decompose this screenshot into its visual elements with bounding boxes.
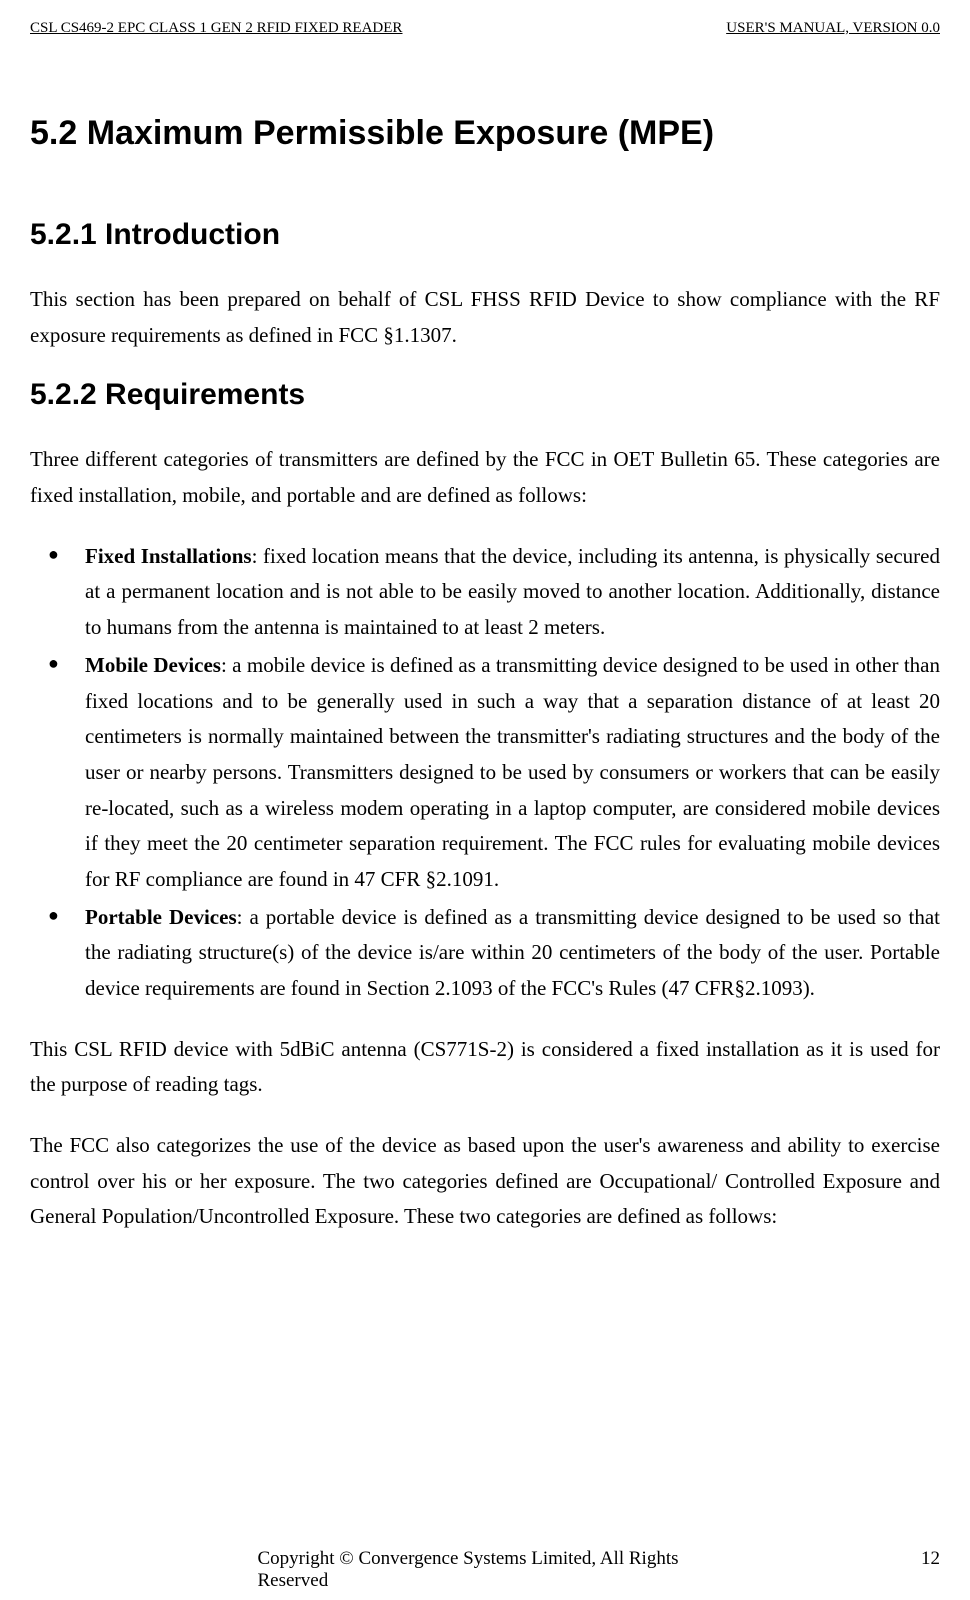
list-item: Fixed Installations: fixed location mean…: [30, 539, 940, 646]
list-item: Portable Devices: a portable device is d…: [30, 900, 940, 1007]
list-item-label: Fixed Installations: [85, 544, 252, 568]
category-list: Fixed Installations: fixed location mean…: [30, 539, 940, 1007]
list-item: Mobile Devices: a mobile device is defin…: [30, 648, 940, 898]
fcc-categories-paragraph: The FCC also categorizes the use of the …: [30, 1128, 940, 1235]
list-item-text: : a mobile device is defined as a transm…: [85, 653, 940, 891]
page-footer: Copyright © Convergence Systems Limited,…: [30, 1548, 940, 1570]
header-right-text: USER'S MANUAL, VERSION 0.0: [726, 20, 940, 37]
subsection-1-title: 5.2.1 Introduction: [30, 218, 940, 252]
device-classification-paragraph: This CSL RFID device with 5dBiC antenna …: [30, 1032, 940, 1103]
list-item-label: Portable Devices: [85, 905, 237, 929]
intro-paragraph: This section has been prepared on behalf…: [30, 282, 940, 353]
list-item-label: Mobile Devices: [85, 653, 221, 677]
requirements-intro: Three different categories of transmitte…: [30, 442, 940, 513]
footer-page-number: 12: [921, 1548, 940, 1570]
header-left-text: CSL CS469-2 EPC CLASS 1 GEN 2 RFID FIXED…: [30, 20, 402, 37]
subsection-2-title: 5.2.2 Requirements: [30, 378, 940, 412]
footer-copyright: Copyright © Convergence Systems Limited,…: [258, 1548, 713, 1592]
section-title: 5.2 Maximum Permissible Exposure (MPE): [30, 114, 940, 153]
page-header: CSL CS469-2 EPC CLASS 1 GEN 2 RFID FIXED…: [30, 20, 940, 39]
